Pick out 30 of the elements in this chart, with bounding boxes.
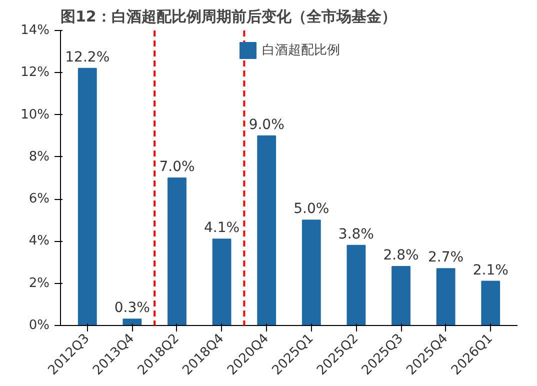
- data-label: 9.0%: [248, 116, 284, 133]
- y-tick-label: 12%: [20, 65, 50, 80]
- bar: [212, 238, 232, 326]
- data-label: 7.0%: [159, 159, 195, 175]
- bar: [481, 280, 500, 326]
- bar: [436, 268, 456, 326]
- data-label: 12.2%: [65, 49, 110, 66]
- y-tick-label: 4%: [28, 234, 50, 249]
- data-label: 2.1%: [472, 262, 508, 278]
- data-label: 4.1%: [204, 220, 240, 236]
- legend-label: 白酒超配比例: [262, 42, 340, 59]
- data-label: 0.3%: [114, 300, 150, 316]
- chart-title: 图12：白酒超配比例周期前后变化（全市场基金）: [60, 8, 396, 26]
- bar: [122, 318, 142, 326]
- y-tick-label: 14%: [20, 23, 50, 38]
- bar: [346, 244, 366, 326]
- y-tick-label: 10%: [20, 107, 50, 122]
- y-tick-label: 0%: [28, 318, 50, 333]
- bar: [78, 68, 97, 326]
- data-label: 3.8%: [338, 226, 374, 242]
- bar: [392, 266, 410, 326]
- y-tick-label: 6%: [28, 192, 50, 207]
- data-label: 5.0%: [294, 201, 330, 218]
- y-tick-label: 2%: [28, 276, 50, 291]
- data-label: 2.7%: [428, 250, 464, 266]
- y-tick-label: 8%: [28, 149, 50, 164]
- bar: [168, 178, 186, 326]
- bar: [302, 220, 321, 326]
- data-label: 2.8%: [383, 248, 419, 264]
- bar: [257, 135, 276, 326]
